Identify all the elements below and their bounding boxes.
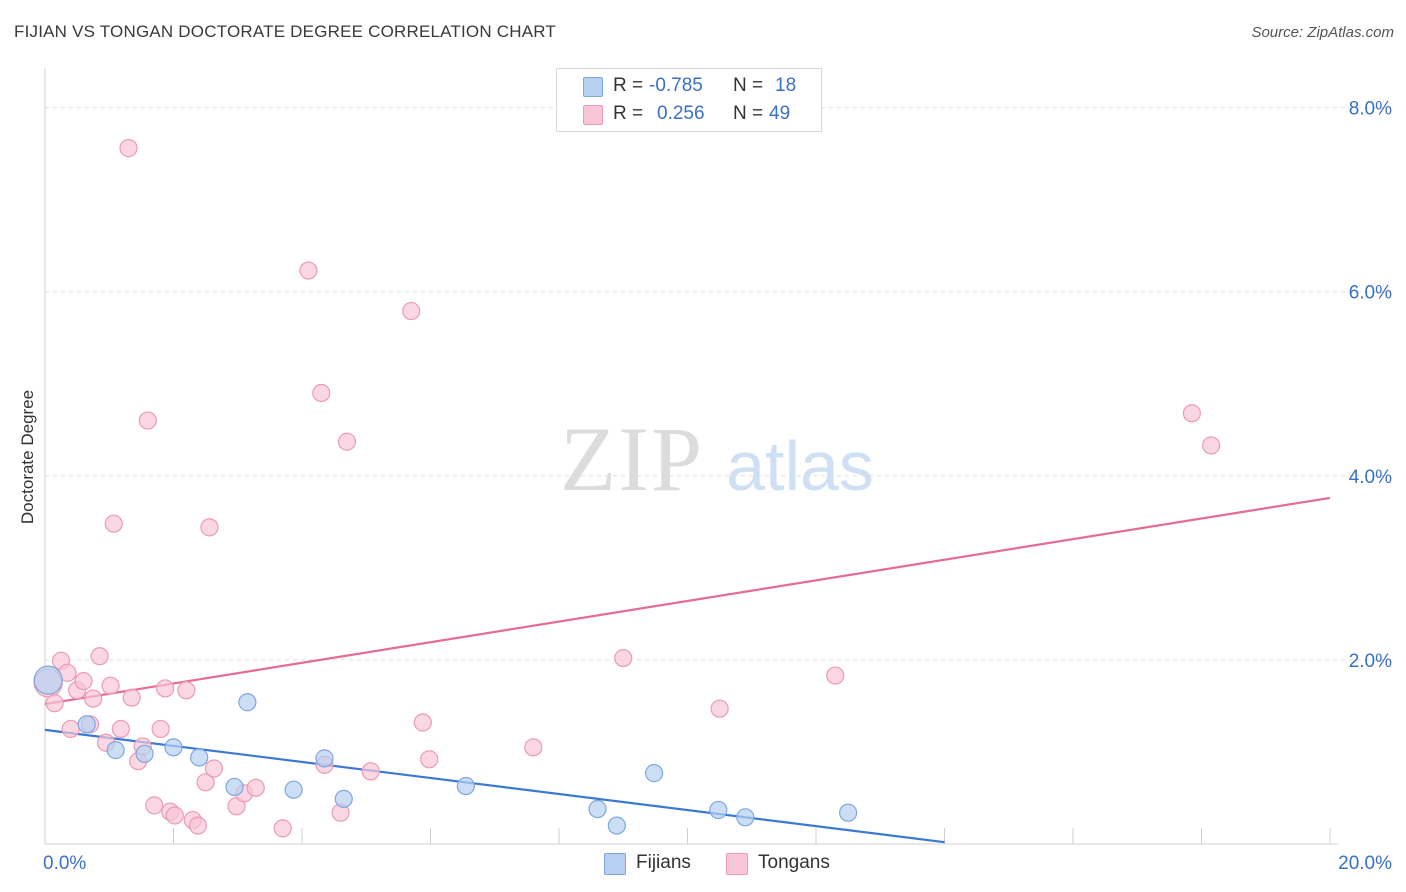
- fijians-r-label: R =: [613, 75, 644, 96]
- tongans-point: [165, 806, 184, 825]
- watermark-zip: ZIP: [560, 408, 704, 510]
- tongans-point: [151, 719, 170, 739]
- tongans-point: [826, 666, 845, 685]
- y-tick-label: 8.0%: [1349, 99, 1392, 120]
- y-tick-label: 2.0%: [1349, 651, 1392, 672]
- fijians-point: [164, 738, 183, 757]
- tongans-n-label: N =: [733, 103, 764, 124]
- trend-lines: [44, 496, 1331, 844]
- tongans-point: [413, 713, 432, 732]
- tongans-point: [337, 432, 357, 451]
- fijians-point: [135, 744, 154, 763]
- tongans-point: [45, 694, 64, 713]
- tongans-point: [122, 688, 141, 707]
- fijians-point: [284, 780, 303, 799]
- tongans-point: [1202, 436, 1221, 455]
- fijians-point: [238, 693, 257, 712]
- tongans-point: [101, 676, 120, 695]
- tongans-point: [246, 778, 265, 797]
- fijians-point: [106, 741, 125, 760]
- tongans-point: [188, 816, 208, 835]
- tongans-point: [74, 671, 93, 691]
- tongans-point: [200, 518, 219, 537]
- fijians-point: [588, 799, 607, 819]
- chart-title: FIJIAN VS TONGAN DOCTORATE DEGREE CORREL…: [14, 22, 556, 41]
- source-label: Source: ZipAtlas.com: [1251, 24, 1394, 41]
- tongans-point: [312, 383, 331, 403]
- tongans-point: [90, 647, 109, 666]
- tongans-point: [104, 514, 123, 533]
- tongans-point: [84, 689, 103, 708]
- x-tick-labels: 0.0% 20.0%: [43, 853, 1392, 874]
- legend-label-tongans: Tongans: [758, 852, 830, 873]
- fijians-point: [190, 748, 209, 767]
- watermark-atlas: atlas: [726, 427, 874, 505]
- fijians-r-value: -0.785: [649, 75, 703, 96]
- fijians-point: [456, 776, 475, 796]
- tongans-point: [196, 773, 215, 792]
- fijians-n-label: N =: [733, 75, 764, 96]
- fijians-point: [644, 764, 664, 783]
- fijians-n-value: 18: [775, 75, 797, 96]
- fijians-point: [607, 816, 626, 835]
- tongans-r-value: 0.256: [657, 103, 705, 124]
- tongans-point: [177, 681, 196, 700]
- legend-label-fijians: Fijians: [636, 852, 691, 873]
- tongans-trend-line: [44, 496, 1331, 706]
- grid-lines: [45, 107, 1390, 661]
- stats-row-tongans: R = 0.256 N = 49: [557, 101, 821, 129]
- tongans-r-label: R =: [613, 103, 644, 124]
- fijians-point: [33, 665, 63, 695]
- tongans-point: [111, 719, 130, 739]
- fijians-point: [77, 715, 96, 734]
- tongans-point: [273, 819, 292, 838]
- tongans-swatch-icon: [583, 105, 603, 125]
- tongans-point: [710, 699, 729, 718]
- y-tick-label: 4.0%: [1349, 467, 1392, 488]
- fijians-point: [315, 749, 334, 768]
- tongans-point: [614, 648, 633, 668]
- tongans-point: [145, 796, 164, 815]
- fijians-point: [225, 777, 244, 797]
- x-tick-label-min: 0.0%: [43, 853, 86, 874]
- tongans-point: [1182, 404, 1201, 423]
- tongans-point: [420, 750, 439, 769]
- tongans-point: [361, 762, 380, 781]
- axes: [44, 68, 1338, 845]
- tongans-point: [138, 411, 157, 430]
- stats-row-fijians: R = -0.785 N = 18: [557, 73, 821, 101]
- y-tick-labels: 2.0% 4.0% 6.0% 8.0%: [1349, 99, 1392, 672]
- fijians-point: [709, 800, 728, 820]
- tongans-n-value: 49: [769, 103, 791, 124]
- tongans-legend-icon: [726, 853, 748, 875]
- fijians-point: [839, 803, 858, 822]
- tongans-point: [402, 301, 421, 321]
- watermark: ZIP atlas: [560, 408, 874, 510]
- tongans-point: [119, 139, 138, 158]
- fijians-point: [736, 808, 755, 827]
- y-tick-label: 6.0%: [1349, 283, 1392, 304]
- tongans-point: [61, 719, 80, 739]
- fijians-points: [33, 665, 858, 835]
- fijians-trend-line: [44, 728, 945, 844]
- tongans-point: [299, 261, 318, 280]
- x-tick-label-max: 20.0%: [1338, 853, 1392, 874]
- stats-box: R = -0.785 N = 18 R = 0.256 N = 49: [556, 68, 822, 132]
- tongans-point: [156, 679, 175, 698]
- fijians-point: [334, 789, 353, 808]
- fijians-swatch-icon: [583, 77, 603, 97]
- tongans-point: [204, 759, 224, 778]
- fijians-legend-icon: [604, 853, 626, 875]
- tongans-point: [524, 738, 543, 757]
